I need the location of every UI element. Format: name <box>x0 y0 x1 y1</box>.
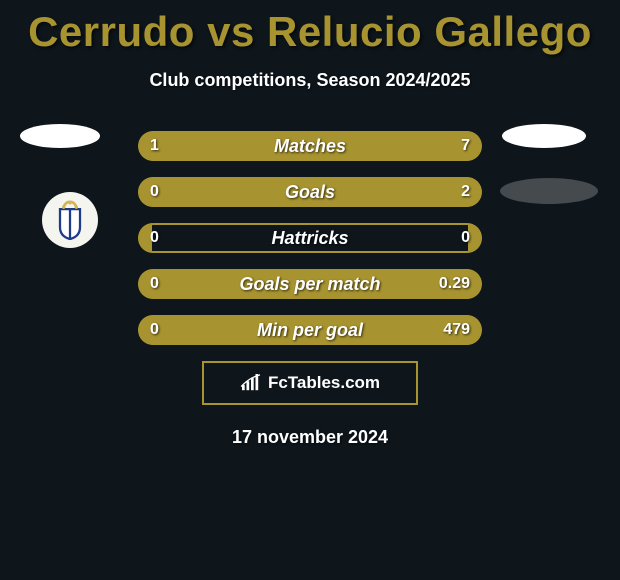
stat-value-left: 0 <box>150 177 159 207</box>
stat-label: Goals <box>138 177 482 207</box>
stat-label: Hattricks <box>138 223 482 253</box>
stat-label: Matches <box>138 131 482 161</box>
stat-value-right: 2 <box>461 177 470 207</box>
player-right-photo-placeholder <box>502 124 586 148</box>
stat-row: Matches1 7 <box>138 131 482 161</box>
stat-value-left: 0 <box>150 315 159 345</box>
stat-value-left: 0 <box>150 223 159 253</box>
stat-row: Min per goal0 479 <box>138 315 482 345</box>
club-right-logo-placeholder <box>500 178 598 204</box>
stat-value-right: 7 <box>461 131 470 161</box>
stat-value-left: 1 <box>150 131 159 161</box>
brand-text: FcTables.com <box>268 373 380 393</box>
shield-icon <box>55 200 85 240</box>
comparison-bars: Matches17Goals02Hattricks00Goals per mat… <box>138 131 482 345</box>
player-left-photo-placeholder <box>20 124 100 148</box>
stat-value-right: 0.29 <box>439 269 470 299</box>
page-title: Cerrudo vs Relucio Gallego <box>0 0 620 56</box>
stat-value-left: 0 <box>150 269 159 299</box>
date-text: 17 november 2024 <box>0 427 620 448</box>
stat-row: Hattricks0 0 <box>138 223 482 253</box>
stat-row: Goals per match0 0.29 <box>138 269 482 299</box>
stat-label: Min per goal <box>138 315 482 345</box>
subtitle: Club competitions, Season 2024/2025 <box>0 70 620 91</box>
stat-label: Goals per match <box>138 269 482 299</box>
bar-chart-icon <box>240 374 262 392</box>
stat-value-right: 0 <box>461 223 470 253</box>
stat-value-right: 479 <box>443 315 470 345</box>
stat-row: Goals0 2 <box>138 177 482 207</box>
brand-box: FcTables.com <box>202 361 418 405</box>
club-left-logo <box>42 192 98 248</box>
